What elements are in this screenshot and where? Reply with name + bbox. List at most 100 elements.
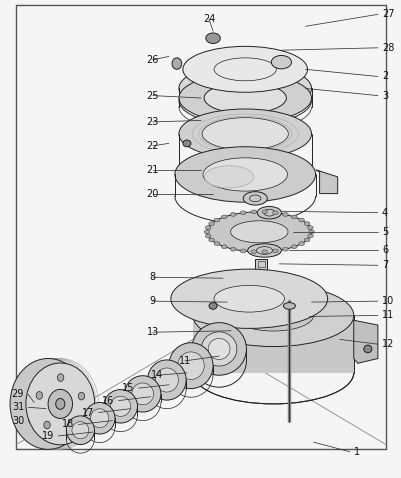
Text: 8: 8	[149, 272, 156, 282]
Ellipse shape	[261, 210, 267, 214]
Ellipse shape	[103, 390, 137, 423]
Ellipse shape	[70, 422, 76, 429]
Ellipse shape	[204, 166, 253, 188]
Ellipse shape	[205, 33, 220, 43]
Ellipse shape	[304, 238, 309, 242]
Ellipse shape	[233, 300, 313, 331]
Text: 9: 9	[149, 296, 156, 306]
Text: 21: 21	[146, 165, 158, 174]
Ellipse shape	[90, 409, 109, 428]
Ellipse shape	[230, 221, 287, 243]
Ellipse shape	[363, 345, 371, 353]
Text: 27: 27	[381, 10, 393, 19]
Polygon shape	[315, 170, 337, 194]
Ellipse shape	[201, 332, 236, 366]
Text: 3: 3	[381, 91, 387, 100]
Ellipse shape	[182, 46, 307, 92]
Ellipse shape	[208, 75, 281, 102]
Ellipse shape	[204, 83, 286, 113]
Text: 4: 4	[381, 208, 387, 217]
Ellipse shape	[261, 250, 267, 254]
Text: 14: 14	[150, 370, 162, 380]
Ellipse shape	[202, 118, 288, 150]
Ellipse shape	[44, 421, 50, 429]
Ellipse shape	[304, 222, 309, 226]
Text: 13: 13	[146, 327, 158, 337]
Text: 2: 2	[381, 72, 387, 81]
Ellipse shape	[240, 211, 245, 215]
Ellipse shape	[257, 206, 281, 219]
Ellipse shape	[221, 215, 227, 219]
Ellipse shape	[214, 242, 219, 246]
Ellipse shape	[84, 402, 115, 434]
Text: 6: 6	[381, 245, 387, 254]
Text: 7: 7	[381, 261, 387, 270]
Text: 24: 24	[203, 14, 215, 24]
Text: 5: 5	[381, 227, 387, 237]
Text: 28: 28	[381, 43, 393, 53]
Ellipse shape	[205, 234, 211, 238]
Ellipse shape	[247, 244, 281, 257]
Ellipse shape	[78, 392, 85, 400]
Text: 25: 25	[146, 91, 159, 100]
Ellipse shape	[207, 212, 311, 252]
Text: 23: 23	[146, 117, 158, 127]
Ellipse shape	[192, 284, 353, 347]
Ellipse shape	[57, 374, 64, 381]
Ellipse shape	[282, 247, 288, 251]
Ellipse shape	[272, 249, 277, 253]
Ellipse shape	[178, 73, 311, 123]
Ellipse shape	[307, 226, 312, 229]
Text: 26: 26	[146, 55, 158, 65]
Text: 11: 11	[178, 356, 190, 366]
Ellipse shape	[132, 383, 153, 405]
Ellipse shape	[298, 242, 304, 246]
Ellipse shape	[291, 245, 296, 249]
Text: 18: 18	[62, 420, 74, 429]
Ellipse shape	[204, 230, 209, 234]
Ellipse shape	[291, 215, 296, 219]
Text: 15: 15	[122, 383, 134, 393]
Ellipse shape	[208, 238, 214, 242]
Ellipse shape	[72, 422, 89, 439]
Ellipse shape	[230, 213, 235, 217]
Ellipse shape	[205, 226, 211, 229]
Ellipse shape	[147, 360, 186, 400]
Ellipse shape	[271, 55, 291, 69]
Text: 19: 19	[42, 431, 54, 441]
Ellipse shape	[214, 218, 219, 222]
Ellipse shape	[215, 271, 254, 286]
Ellipse shape	[56, 399, 65, 409]
Ellipse shape	[66, 416, 94, 445]
Ellipse shape	[209, 303, 217, 309]
Text: 29: 29	[12, 390, 24, 399]
Ellipse shape	[10, 358, 86, 449]
Ellipse shape	[243, 192, 267, 205]
Ellipse shape	[172, 58, 181, 69]
Text: 11: 11	[381, 311, 393, 320]
Ellipse shape	[170, 269, 327, 328]
Ellipse shape	[272, 211, 277, 215]
Text: 16: 16	[102, 396, 114, 405]
Ellipse shape	[240, 249, 245, 253]
Ellipse shape	[110, 396, 130, 416]
Ellipse shape	[307, 234, 312, 238]
Ellipse shape	[282, 213, 288, 217]
Ellipse shape	[174, 147, 315, 202]
Ellipse shape	[36, 391, 43, 399]
FancyBboxPatch shape	[255, 259, 267, 270]
Text: 30: 30	[12, 416, 24, 425]
Ellipse shape	[155, 368, 178, 392]
Ellipse shape	[182, 140, 190, 147]
Ellipse shape	[250, 250, 256, 254]
Ellipse shape	[230, 247, 235, 251]
Text: 31: 31	[12, 402, 24, 412]
Ellipse shape	[26, 363, 95, 445]
Text: 20: 20	[146, 189, 158, 198]
Ellipse shape	[168, 343, 213, 389]
Ellipse shape	[177, 352, 204, 380]
Text: 1: 1	[353, 447, 359, 456]
Ellipse shape	[191, 323, 246, 375]
Ellipse shape	[124, 376, 160, 412]
Ellipse shape	[221, 245, 227, 249]
